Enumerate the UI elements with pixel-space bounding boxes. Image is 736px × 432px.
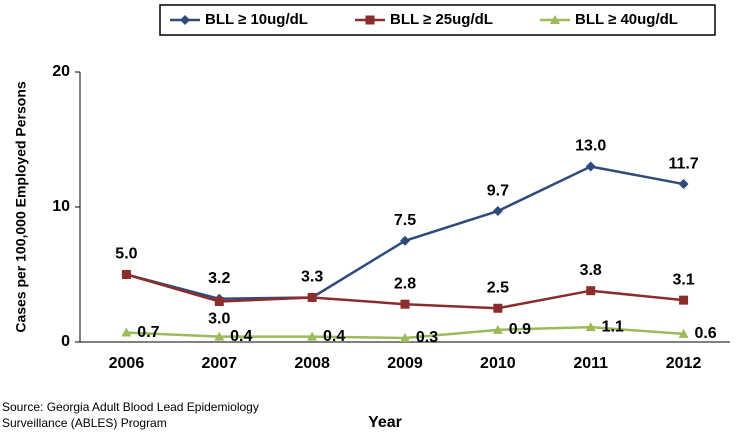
data-label: 3.8: [580, 262, 602, 279]
source: Surveillance (ABLES) Program: [2, 416, 167, 430]
x-tick-label: 2012: [666, 355, 702, 372]
marker: [492, 206, 503, 217]
marker: [585, 161, 596, 172]
y-tick-label: 10: [52, 198, 70, 215]
data-label: 3.2: [208, 270, 230, 287]
marker: [214, 297, 224, 306]
data-label: 9.7: [487, 182, 509, 199]
data-label: 1.1: [602, 318, 624, 335]
legend-box: [159, 4, 716, 36]
marker: [121, 327, 132, 337]
data-label: 13.0: [575, 138, 606, 155]
source: Source: Georgia Adult Blood Lead Epidemi…: [2, 400, 259, 414]
x-tick-label: 2011: [573, 355, 608, 372]
marker: [493, 303, 503, 313]
x-tick-label: 2007: [201, 355, 237, 372]
data-label: 3.3: [301, 269, 323, 286]
marker: [214, 331, 225, 341]
x-tick-label: 2006: [109, 355, 145, 372]
data-label: 2.5: [487, 279, 509, 296]
legend-label: BLL ≥ 40ug/dL: [575, 11, 678, 28]
y-tick-label: 0: [61, 333, 70, 350]
data-label: 3.0: [208, 311, 230, 328]
marker: [586, 286, 596, 296]
data-label: 0.3: [416, 329, 438, 346]
marker: [400, 235, 410, 246]
legend-label: BLL ≥ 10ug/dL: [205, 11, 308, 28]
data-label: 0.4: [230, 328, 252, 345]
marker: [585, 322, 596, 332]
data-label: 0.6: [694, 325, 716, 342]
marker: [307, 331, 318, 341]
legend-label: BLL ≥ 25ug/dL: [390, 11, 493, 28]
data-label: 2.8: [394, 275, 416, 292]
x-tick-label: 2010: [480, 355, 516, 372]
data-label: 11.7: [668, 155, 698, 172]
data-label: 3.1: [672, 271, 694, 288]
marker: [180, 15, 190, 25]
x-tick-label: 2009: [387, 355, 423, 372]
data-label: 7.5: [394, 212, 416, 229]
marker: [400, 332, 410, 342]
marker: [678, 179, 689, 190]
marker: [365, 15, 375, 25]
marker: [121, 270, 131, 279]
x-axis-label: Year: [368, 414, 402, 431]
data-label: 0.4: [323, 328, 345, 345]
data-label: 0.9: [509, 321, 531, 338]
marker: [307, 292, 317, 302]
marker: [400, 299, 410, 309]
data-label: 5.0: [115, 246, 137, 263]
marker: [679, 295, 689, 305]
marker: [678, 328, 689, 338]
marker: [492, 324, 503, 334]
x-tick-label: 2008: [294, 355, 330, 372]
marker: [550, 15, 560, 24]
y-tick-label: 20: [52, 63, 70, 80]
y-axis-label: Cases per 100,000 Employed Persons: [13, 81, 29, 333]
data-label: 0.7: [137, 324, 159, 341]
